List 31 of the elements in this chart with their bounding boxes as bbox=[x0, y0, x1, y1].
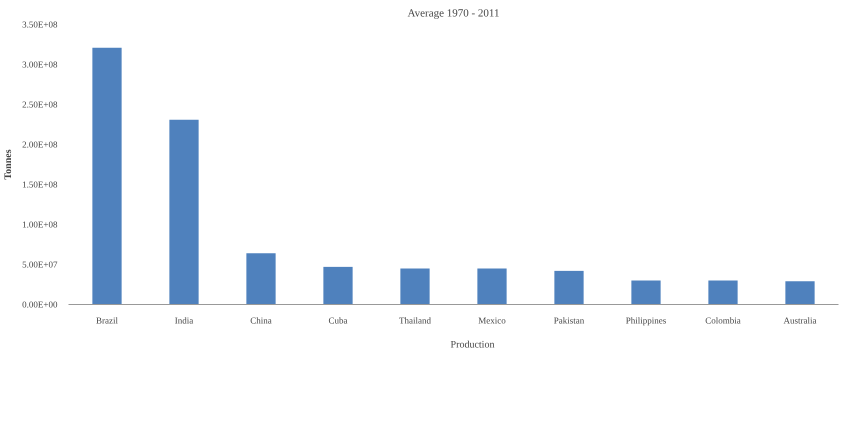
bar bbox=[785, 281, 815, 304]
x-tick-label: Mexico bbox=[478, 316, 506, 326]
x-tick-label: Pakistan bbox=[554, 316, 585, 326]
bar bbox=[169, 120, 199, 304]
bar bbox=[323, 266, 353, 304]
y-tick-label: 1.50E+08 bbox=[22, 180, 58, 190]
y-tick-label: 1.00E+08 bbox=[22, 220, 58, 230]
y-tick-label: 2.50E+08 bbox=[22, 100, 58, 110]
y-tick-label: 3.50E+08 bbox=[22, 20, 58, 30]
bar bbox=[477, 268, 507, 304]
x-tick-label: Colombia bbox=[705, 316, 741, 326]
bar bbox=[246, 253, 276, 304]
x-tick-label: Australia bbox=[784, 316, 817, 326]
x-tick-label: Brazil bbox=[96, 316, 118, 326]
bar bbox=[708, 280, 738, 304]
y-tick-label: 0.00E+00 bbox=[22, 300, 58, 310]
y-tick-label: 3.00E+08 bbox=[22, 60, 58, 70]
chart-title: Average 1970 - 2011 bbox=[408, 8, 500, 20]
text: Production bbox=[450, 340, 494, 350]
bar bbox=[554, 270, 584, 304]
x-tick-label: Thailand bbox=[399, 316, 432, 326]
y-axis-title: Tonnes bbox=[3, 149, 14, 180]
bar bbox=[92, 48, 122, 304]
x-tick-label: Philippines bbox=[626, 316, 667, 326]
bar bbox=[631, 280, 661, 304]
x-tick-label: India bbox=[174, 316, 194, 326]
x-tick-label: China bbox=[250, 316, 272, 326]
y-tick-label: 2.00E+08 bbox=[22, 140, 58, 150]
x-tick-label: Cuba bbox=[328, 316, 348, 326]
y-tick-label: 5.00E+07 bbox=[22, 260, 58, 270]
bar bbox=[400, 268, 430, 304]
